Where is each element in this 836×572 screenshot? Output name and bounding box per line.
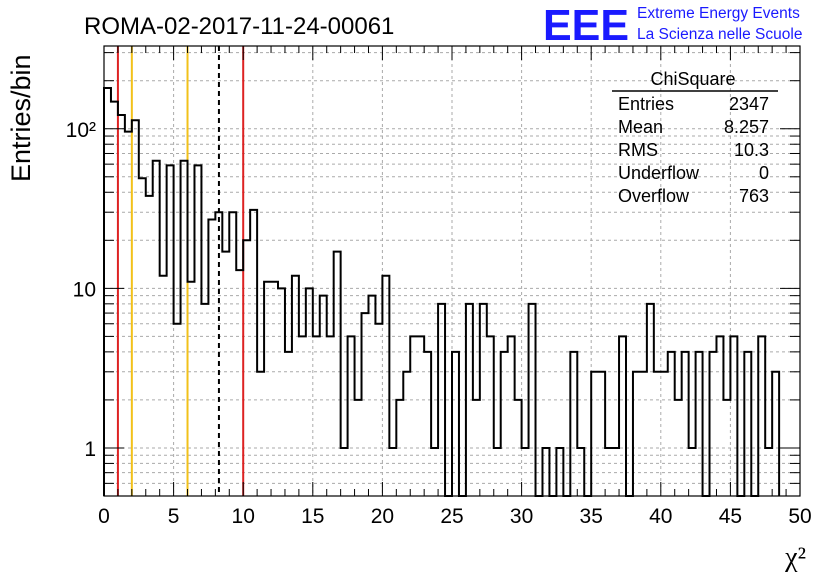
x-tick-label: 15 (301, 505, 324, 528)
x-axis-label: χ² (784, 542, 806, 572)
stats-label: Underflow (618, 163, 700, 183)
x-tick-label: 25 (440, 505, 463, 528)
x-tick-label: 35 (580, 505, 603, 528)
stats-value: 763 (739, 186, 769, 206)
axis-ticks (103, 46, 801, 496)
logo-line-1: Extreme Energy Events (637, 5, 800, 22)
stats-title: ChiSquare (650, 69, 735, 89)
stats-label: Mean (618, 117, 663, 137)
stats-value: 8.257 (724, 117, 769, 137)
y-axis-label: Entries/bin (6, 54, 36, 182)
x-tick-label: 50 (788, 505, 811, 528)
x-tick-label: 45 (719, 505, 742, 528)
x-tick-label: 5 (168, 505, 180, 528)
stats-rows: Entries 2347 Mean 8.257 RMS 10.3 Underflow 0 Ove… (618, 94, 769, 206)
stats-value: 10.3 (734, 140, 769, 160)
eee-logo-mark: EEE (543, 1, 629, 50)
x-tick-label: 20 (371, 505, 394, 528)
x-tick-labels: 0 5 10 15 20 25 30 35 40 45 50 (98, 505, 812, 528)
x-tick-label: 40 (649, 505, 672, 528)
histogram-outline (103, 87, 781, 497)
y-tick-label: 10 (73, 278, 96, 301)
stats-box: ChiSquare Entries 2347 Mean 8.257 RMS 10.3 Und… (612, 69, 778, 206)
stats-label: RMS (618, 140, 658, 160)
stats-label: Entries (618, 94, 674, 114)
y-tick-labels: 1 10 10² (66, 119, 96, 461)
stats-value: 0 (759, 163, 769, 183)
stats-label: Overflow (618, 186, 690, 206)
stats-value: 2347 (729, 94, 769, 114)
y-tick-label: 1 (84, 438, 96, 461)
x-tick-label: 10 (232, 505, 255, 528)
chart-title: ROMA-02-2017-11-24-00061 (84, 13, 394, 40)
x-tick-label: 30 (510, 505, 533, 528)
x-tick-label: 0 (98, 505, 110, 528)
logo-line-2: La Scienza nelle Scuole (637, 26, 802, 43)
eee-logo: EEE Extreme Energy Events La Scienza nel… (543, 1, 802, 50)
y-tick-label: 10² (66, 119, 96, 142)
